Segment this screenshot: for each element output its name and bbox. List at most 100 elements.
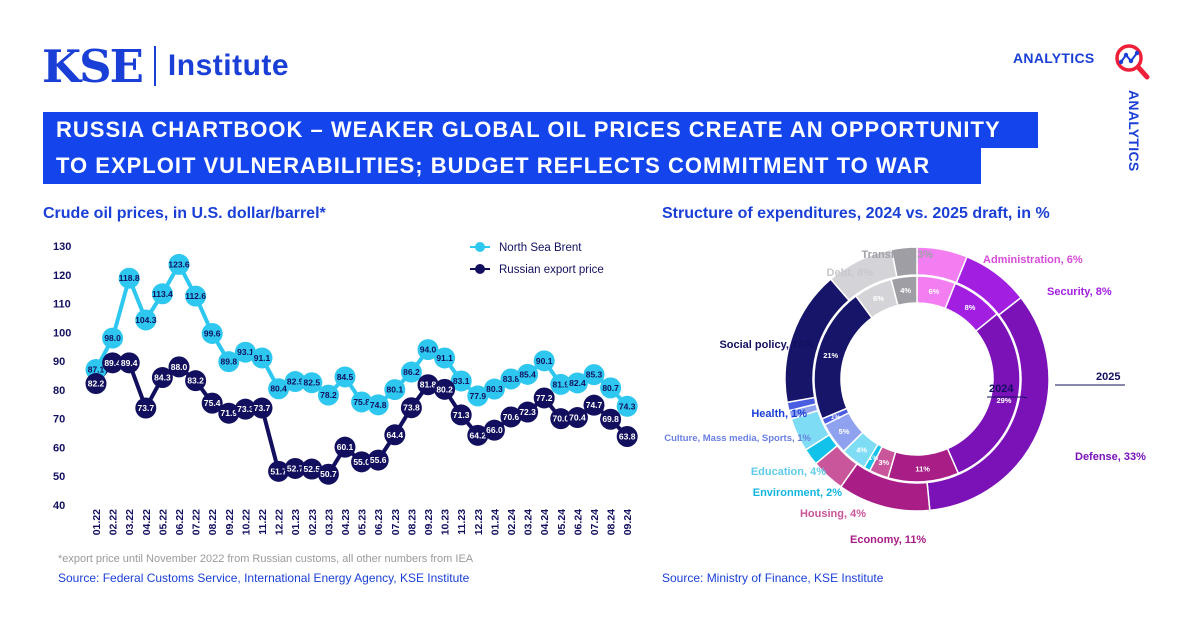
data-label-brent: 84.5 [337,372,354,382]
analytics-label: ANALYTICS [1013,50,1095,66]
data-point-russian-export [102,352,124,374]
x-tick-label: 09.22 [224,509,236,535]
expenditure-chart-source: Source: Ministry of Finance, KSE Institu… [662,571,884,585]
ring-label-2024-leader [1022,396,1028,399]
data-point-brent [102,327,124,349]
data-point-russian-export [135,397,157,419]
outer-category-label: Security, 8% [1047,286,1112,298]
data-point-russian-export [185,370,207,392]
inner-slice-label: 4% [900,286,911,295]
outer-category-label: Economy, 11% [850,534,926,546]
y-tick-label: 130 [53,241,71,253]
data-point-russian-export [467,424,489,446]
data-label-brent: 82.4 [569,378,586,388]
data-point-brent [201,322,223,344]
data-point-brent [400,361,422,383]
data-point-russian-export [434,378,456,400]
data-point-russian-export [201,392,223,414]
data-point-russian-export [234,398,256,420]
y-tick-label: 60 [53,442,65,454]
outer-category-label: Defense, 33% [1075,451,1146,463]
data-point-russian-export [218,402,240,424]
x-tick-label: 01.23 [290,509,302,535]
data-point-russian-export [417,374,439,396]
x-tick-label: 05.22 [157,509,169,535]
x-tick-label: 02.23 [307,509,319,535]
data-label-brent: 81.9 [553,379,570,389]
ring-label-2024: 2024 [989,383,1014,395]
inner-slice-label: 8% [965,303,976,312]
logo-institute: Institute [167,49,290,82]
x-tick-label: 04.22 [141,509,153,535]
data-point-brent [135,309,157,331]
data-label-russian-export: 55.0 [353,457,370,467]
data-point-russian-export [85,373,107,395]
x-tick-label: 11.22 [257,509,269,535]
x-tick-label: 07.23 [390,509,402,535]
expenditure-chart-title: Structure of expenditures, 2024 vs. 2025… [662,205,1050,222]
outer-category-label: Education, 4% [751,466,826,478]
data-label-russian-export: 73.3 [237,404,254,414]
outer-category-label: Environment, 2% [753,487,842,499]
oil-chart-source: Source: Federal Customs Service, Interna… [58,571,470,585]
x-tick-label: 10.22 [240,509,252,535]
data-point-brent [450,370,472,392]
data-point-russian-export [583,394,605,416]
data-label-russian-export: 70.4 [569,413,586,423]
series-line-brent [94,262,629,408]
x-tick-label: 04.23 [340,509,352,535]
data-label-brent: 98.0 [104,333,121,343]
data-point-russian-export [483,419,505,441]
expenditure-double-donut-chart: 6%8%29%11%3%1%4%5%1%21%6%4%20242025Admin… [664,246,1146,546]
x-tick-label: 03.22 [124,509,136,535]
data-label-brent: 80.1 [387,385,404,395]
outer-category-label: Transfers, 3% [861,249,933,261]
outer-category-label: Administration, 6% [983,254,1083,266]
data-point-russian-export [600,408,622,430]
data-point-russian-export [450,404,472,426]
x-tick-label: 03.24 [523,509,535,535]
inner-slice-label: 29% [996,396,1011,405]
data-point-russian-export [151,367,173,389]
data-point-brent [251,347,273,369]
data-point-brent [600,377,622,399]
data-label-brent: 87.1 [88,364,105,374]
data-label-brent: 83.8 [503,374,520,384]
y-tick-label: 70 [53,414,65,426]
legend-label: North Sea Brent [499,242,582,254]
outer-slice-2025-transfers [890,246,918,278]
data-point-brent [467,385,489,407]
logo-kse: KSE [42,39,144,93]
data-label-russian-export: 55.6 [370,455,387,465]
data-label-brent: 74.8 [370,400,387,410]
data-label-russian-export: 89.4 [121,358,138,368]
outer-category-label: Housing, 4% [800,508,866,520]
x-tick-label: 06.23 [373,509,385,535]
data-point-brent [317,384,339,406]
data-label-brent: 91.1 [436,353,453,363]
data-point-brent [268,378,290,400]
data-point-russian-export [367,449,389,471]
x-tick-label: 02.24 [506,509,518,535]
inner-slice-2024-transfers [890,275,918,307]
inner-slice-label: 1% [831,414,841,421]
data-label-brent: 90.1 [536,356,553,366]
y-tick-label: 100 [53,327,71,339]
outer-category-label: Health, 1% [751,408,807,420]
data-label-russian-export: 52.7 [287,463,304,473]
outer-category-label: Social policy, 16% [719,339,814,351]
data-label-russian-export: 66.0 [486,425,503,435]
x-tick-label: 08.24 [606,509,618,535]
data-label-brent: 123.6 [168,259,190,269]
data-label-russian-export: 63.8 [619,432,636,442]
data-point-brent [351,391,373,413]
x-tick-label: 04.24 [539,509,551,535]
oil-chart-title: Crude oil prices, in U.S. dollar/barrel* [43,205,326,222]
data-point-brent [367,394,389,416]
data-point-russian-export [566,407,588,429]
x-tick-label: 05.23 [357,509,369,535]
data-label-russian-export: 70.6 [503,412,520,422]
data-label-brent: 82.5 [304,378,321,388]
data-label-brent: 91.1 [254,353,271,363]
page-title-line-1: RUSSIA CHARTBOOK – WEAKER GLOBAL OIL PRI… [43,112,1038,148]
